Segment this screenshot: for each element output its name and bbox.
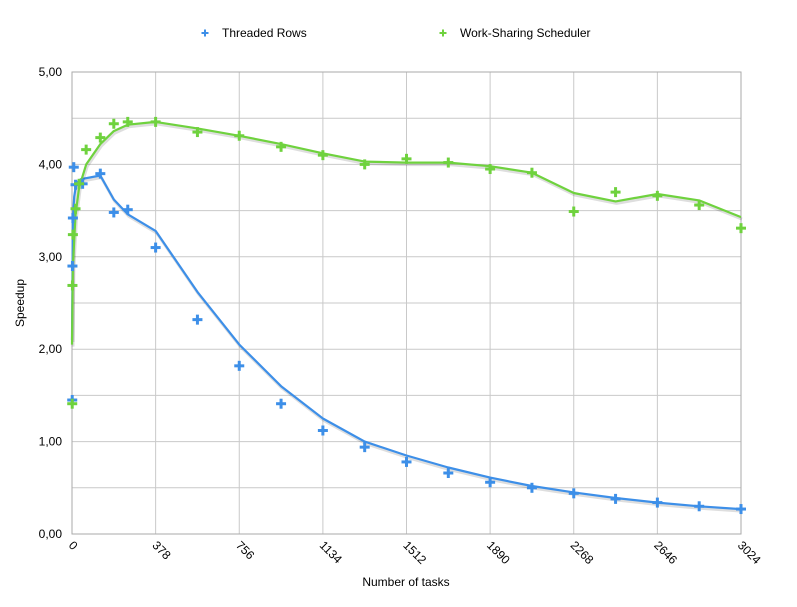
data-point-series-2 bbox=[67, 280, 78, 291]
x-tick-label: 2646 bbox=[651, 538, 680, 567]
y-tick-label: 2,00 bbox=[39, 342, 63, 356]
y-axis-label: Speedup bbox=[13, 279, 27, 327]
data-point-series-2 bbox=[276, 141, 287, 152]
x-tick-label: 1512 bbox=[400, 538, 429, 567]
data-point-series-1 bbox=[234, 360, 245, 371]
data-point-series-2 bbox=[74, 178, 85, 189]
y-tick-label: 5,00 bbox=[39, 65, 63, 79]
y-tick-label: 3,00 bbox=[39, 250, 63, 264]
data-point-series-2 bbox=[317, 150, 328, 161]
data-points bbox=[67, 116, 746, 515]
data-point-series-2 bbox=[150, 116, 161, 127]
y-tick-label: 0,00 bbox=[39, 527, 63, 541]
data-point-series-1 bbox=[736, 504, 746, 515]
data-point-series-2 bbox=[526, 167, 537, 178]
data-point-series-2 bbox=[67, 398, 78, 409]
data-point-series-1 bbox=[610, 493, 621, 504]
data-point-series-1 bbox=[317, 425, 328, 436]
data-point-series-2 bbox=[652, 190, 663, 201]
legend-item-series-2: Work-Sharing Scheduler bbox=[439, 26, 591, 40]
data-point-series-1 bbox=[401, 456, 412, 467]
y-tick-labels: 0,00 1,00 2,00 3,00 4,00 5,00 bbox=[39, 65, 63, 541]
data-point-series-1 bbox=[192, 314, 203, 325]
data-point-series-2 bbox=[568, 206, 579, 217]
x-tick-label: 378 bbox=[150, 538, 174, 562]
data-point-series-2 bbox=[359, 159, 370, 170]
legend-marker bbox=[201, 29, 209, 37]
data-point-series-1 bbox=[652, 497, 663, 508]
data-point-series-1 bbox=[108, 207, 119, 218]
legend-label: Work-Sharing Scheduler bbox=[460, 26, 591, 40]
data-point-series-1 bbox=[359, 442, 370, 453]
data-point-series-2 bbox=[401, 153, 412, 164]
data-point-series-2 bbox=[95, 132, 106, 143]
data-point-series-2 bbox=[122, 116, 133, 127]
x-tick-label: 2268 bbox=[568, 538, 597, 567]
data-point-series-2 bbox=[70, 203, 81, 214]
data-point-series-2 bbox=[234, 130, 245, 141]
y-tick-label: 4,00 bbox=[39, 157, 63, 171]
data-point-series-1 bbox=[694, 501, 705, 512]
data-point-series-2 bbox=[610, 187, 621, 198]
legend-item-series-1: Threaded Rows bbox=[201, 26, 307, 40]
data-point-series-2 bbox=[485, 164, 496, 175]
data-point-series-1 bbox=[67, 212, 78, 223]
data-point-series-2 bbox=[192, 127, 203, 138]
data-point-series-1 bbox=[276, 398, 287, 409]
data-point-series-2 bbox=[108, 118, 119, 129]
y-tick-label: 1,00 bbox=[39, 435, 63, 449]
x-tick-label: 1890 bbox=[484, 538, 513, 567]
data-point-series-2 bbox=[67, 229, 78, 240]
data-point-series-1 bbox=[122, 204, 133, 215]
x-tick-label: 3024 bbox=[735, 538, 764, 567]
data-point-series-1 bbox=[568, 488, 579, 499]
data-point-series-1 bbox=[526, 482, 537, 493]
data-point-series-1 bbox=[150, 242, 161, 253]
legend-marker bbox=[439, 29, 447, 37]
legend-label: Threaded Rows bbox=[222, 26, 307, 40]
data-point-series-2 bbox=[736, 223, 746, 234]
data-point-series-1 bbox=[485, 477, 496, 488]
data-point-series-2 bbox=[443, 157, 454, 168]
legend: Threaded Rows Work-Sharing Scheduler bbox=[201, 26, 591, 40]
x-tick-label: 0 bbox=[66, 538, 81, 553]
x-axis-label: Number of tasks bbox=[362, 575, 449, 589]
data-point-series-1 bbox=[68, 162, 79, 173]
data-point-series-1 bbox=[443, 468, 454, 479]
data-point-series-1 bbox=[95, 168, 106, 179]
data-point-series-1 bbox=[67, 261, 78, 272]
data-point-series-2 bbox=[694, 200, 705, 211]
x-tick-label: 1134 bbox=[317, 538, 345, 566]
x-tick-label: 756 bbox=[233, 538, 257, 562]
x-tick-labels: 0 378 756 1134 1512 1890 2268 2646 3024 bbox=[66, 538, 764, 567]
data-point-series-2 bbox=[81, 144, 92, 155]
